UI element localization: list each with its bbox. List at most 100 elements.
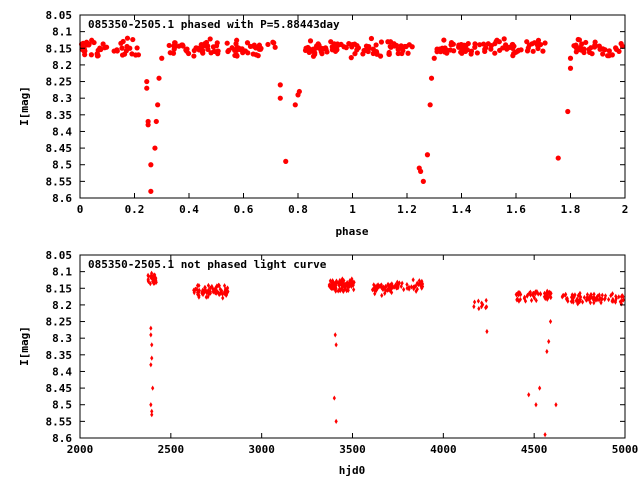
data-point <box>213 43 220 49</box>
data-point <box>373 291 377 297</box>
data-point <box>400 48 406 54</box>
data-point <box>596 43 602 49</box>
data-point <box>609 293 613 299</box>
data-point <box>221 295 225 301</box>
data-point <box>277 82 283 88</box>
unphased-title: 085350-2505.1 not phased light curve <box>88 258 327 271</box>
data-point <box>610 291 615 297</box>
data-point <box>472 299 477 305</box>
data-point <box>412 286 416 292</box>
data-point <box>390 282 394 289</box>
data-point <box>370 50 376 57</box>
data-point <box>333 332 337 338</box>
data-point <box>201 291 205 298</box>
data-point <box>585 291 590 298</box>
y-tick-label: 8.6 <box>52 192 72 205</box>
data-point <box>379 284 384 291</box>
data-point <box>292 102 298 108</box>
data-point <box>531 290 536 297</box>
y-tick-label: 8.05 <box>46 249 73 262</box>
y-tick-label: 8.2 <box>52 299 72 312</box>
data-point <box>277 95 283 101</box>
data-point <box>148 280 152 287</box>
data-point <box>150 342 154 348</box>
data-point <box>148 162 154 168</box>
data-point <box>528 292 533 298</box>
data-point <box>572 294 576 300</box>
data-point <box>614 293 618 299</box>
data-point <box>204 294 208 300</box>
data-point <box>318 49 324 55</box>
data-point <box>339 280 343 286</box>
data-point <box>549 294 553 301</box>
data-point <box>379 282 384 288</box>
data-point <box>381 286 385 293</box>
data-point <box>598 295 602 301</box>
y-tick-label: 8.25 <box>46 76 73 89</box>
data-point <box>207 36 213 42</box>
data-point <box>306 46 312 52</box>
data-point <box>213 290 217 296</box>
y-tick-label: 8.45 <box>46 142 73 155</box>
data-point <box>613 298 618 304</box>
unphased-y-axis-label: I[mag] <box>18 326 31 366</box>
y-tick-label: 8.3 <box>52 92 72 105</box>
data-point <box>468 48 475 54</box>
data-point <box>589 51 595 57</box>
data-point <box>531 40 538 46</box>
data-point <box>534 402 538 408</box>
data-point <box>224 40 230 46</box>
data-point <box>610 298 614 304</box>
data-point <box>569 294 574 300</box>
data-point <box>406 42 412 48</box>
data-point <box>547 338 551 345</box>
data-point <box>590 295 594 301</box>
data-point <box>166 42 172 49</box>
phased-axis-ticks: 0 0.2 0.4 0.6 0.8 1 1.2 1.4 1.6 1.8 2 8.05 8.1 8.15 8.… <box>46 9 629 216</box>
data-point <box>567 65 574 71</box>
data-point <box>395 284 399 291</box>
data-point <box>88 52 95 58</box>
data-point <box>334 342 338 348</box>
y-tick-label: 8.15 <box>46 42 73 55</box>
data-point <box>386 51 392 57</box>
data-point <box>492 50 498 56</box>
data-point <box>387 43 393 50</box>
data-point <box>594 297 598 303</box>
data-point <box>548 318 553 325</box>
data-point <box>545 291 549 297</box>
x-tick-label: 1.8 <box>561 203 581 216</box>
data-point <box>519 291 523 298</box>
data-point <box>580 48 586 54</box>
data-point <box>480 300 484 306</box>
data-point <box>592 39 598 45</box>
phased-data-points <box>78 35 626 194</box>
data-point <box>573 42 579 48</box>
data-point <box>374 287 378 294</box>
data-point <box>546 294 550 300</box>
data-point <box>597 292 601 298</box>
data-point <box>574 47 580 53</box>
data-point <box>179 42 186 48</box>
data-point <box>603 296 607 303</box>
data-point <box>482 46 488 52</box>
data-point <box>119 45 125 51</box>
data-point <box>518 290 522 296</box>
data-point <box>270 39 276 45</box>
data-point <box>517 292 521 298</box>
data-point <box>505 45 511 51</box>
data-point <box>247 43 254 49</box>
data-point <box>153 118 159 125</box>
data-point <box>484 304 488 311</box>
data-point <box>619 294 623 300</box>
data-point <box>407 284 411 290</box>
phased-y-axis-label: I[mag] <box>18 86 31 126</box>
data-point <box>217 283 221 289</box>
data-point <box>378 39 385 45</box>
y-tick-label: 8.5 <box>52 159 72 172</box>
data-point <box>534 297 538 304</box>
data-point <box>543 432 547 438</box>
data-point <box>149 332 153 338</box>
data-point <box>414 283 418 289</box>
unphased-data-points <box>146 270 625 438</box>
